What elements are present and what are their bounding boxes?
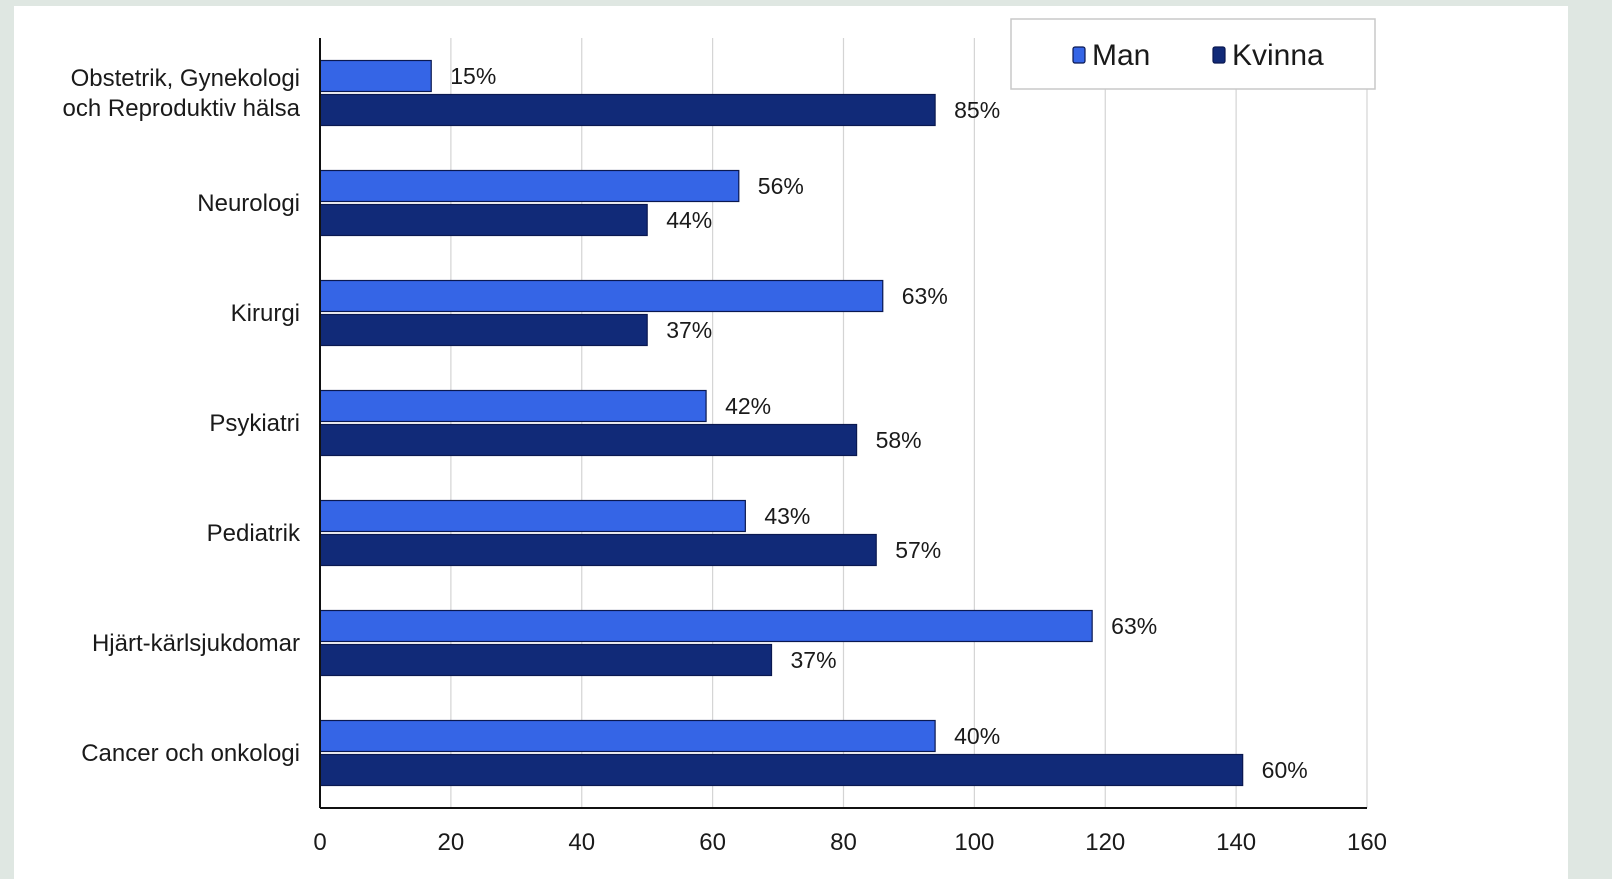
bars bbox=[319, 59, 1244, 787]
legend-swatch-kvinna bbox=[1212, 46, 1226, 64]
data-label-kvinna: 37% bbox=[791, 647, 837, 673]
category-label: Psykiatri bbox=[209, 410, 300, 437]
category-label: Pediatrik bbox=[207, 520, 301, 547]
bar-kvinna-3 bbox=[319, 423, 858, 457]
bar-man-2 bbox=[319, 279, 884, 313]
data-label-man: 63% bbox=[902, 283, 948, 309]
bar-kvinna-4 bbox=[319, 533, 877, 567]
category-label: Neurologi bbox=[197, 190, 300, 217]
data-label-man: 42% bbox=[725, 393, 771, 419]
data-label-man: 15% bbox=[450, 63, 496, 89]
bar-kvinna-6 bbox=[319, 753, 1244, 787]
bar-chart: 15% 56% 63% 42% 43% 63% 40% 85% 44% 37% 58% 57% 37% 6… bbox=[63, 18, 1387, 856]
bar-man-4 bbox=[319, 499, 746, 533]
bar-kvinna-5 bbox=[319, 643, 773, 677]
data-label-man: 43% bbox=[764, 503, 810, 529]
data-label-kvinna: 60% bbox=[1262, 757, 1308, 783]
data-label-kvinna: 44% bbox=[666, 207, 712, 233]
x-tick-0: 0 bbox=[313, 829, 326, 856]
bar-kvinna-2 bbox=[319, 313, 648, 347]
data-label-kvinna: 58% bbox=[876, 427, 922, 453]
bar-man-5 bbox=[319, 609, 1093, 643]
bar-kvinna-1 bbox=[319, 203, 648, 237]
data-label-man: 56% bbox=[758, 173, 804, 199]
x-tick-labels: 0 20 40 60 80 100 120 140 160 bbox=[313, 829, 1387, 856]
chart-frame: 15% 56% 63% 42% 43% 63% 40% 85% 44% 37% 58% 57% 37% 6… bbox=[14, 6, 1568, 879]
x-tick-60: 60 bbox=[699, 829, 726, 856]
bar-man-1 bbox=[319, 169, 740, 203]
legend-label-man: Man bbox=[1092, 39, 1150, 72]
data-label-kvinna: 85% bbox=[954, 97, 1000, 123]
bar-man-0 bbox=[319, 59, 432, 93]
x-tick-80: 80 bbox=[830, 829, 857, 856]
category-label: och Reproduktiv hälsa bbox=[63, 95, 301, 122]
legend: Man Kvinna bbox=[1010, 18, 1376, 90]
legend-label-kvinna: Kvinna bbox=[1232, 39, 1324, 72]
legend-box bbox=[1010, 18, 1376, 90]
category-label: Obstetrik, Gynekologi bbox=[71, 65, 300, 92]
bar-man-3 bbox=[319, 389, 707, 423]
legend-swatch-man bbox=[1072, 46, 1086, 64]
x-tick-20: 20 bbox=[438, 829, 465, 856]
data-label-kvinna: 37% bbox=[666, 317, 712, 343]
x-tick-140: 140 bbox=[1216, 829, 1256, 856]
bar-kvinna-0 bbox=[319, 93, 936, 127]
x-tick-100: 100 bbox=[954, 829, 994, 856]
category-label: Kirurgi bbox=[231, 300, 300, 327]
x-tick-120: 120 bbox=[1085, 829, 1125, 856]
bar-man-6 bbox=[319, 719, 936, 753]
data-label-man: 40% bbox=[954, 723, 1000, 749]
x-tick-160: 160 bbox=[1347, 829, 1387, 856]
gridlines bbox=[450, 38, 1368, 808]
axes bbox=[319, 38, 1367, 809]
x-tick-40: 40 bbox=[568, 829, 595, 856]
category-label: Cancer och onkologi bbox=[81, 740, 300, 767]
data-label-kvinna: 57% bbox=[895, 537, 941, 563]
category-label: Hjärt-kärlsjukdomar bbox=[92, 630, 300, 657]
data-labels: 15% 56% 63% 42% 43% 63% 40% 85% 44% 37% 58% 57% 37% 6… bbox=[450, 63, 1307, 783]
category-labels: Obstetrik, Gynekologi och Reproduktiv häl… bbox=[63, 65, 301, 767]
data-label-man: 63% bbox=[1111, 613, 1157, 639]
